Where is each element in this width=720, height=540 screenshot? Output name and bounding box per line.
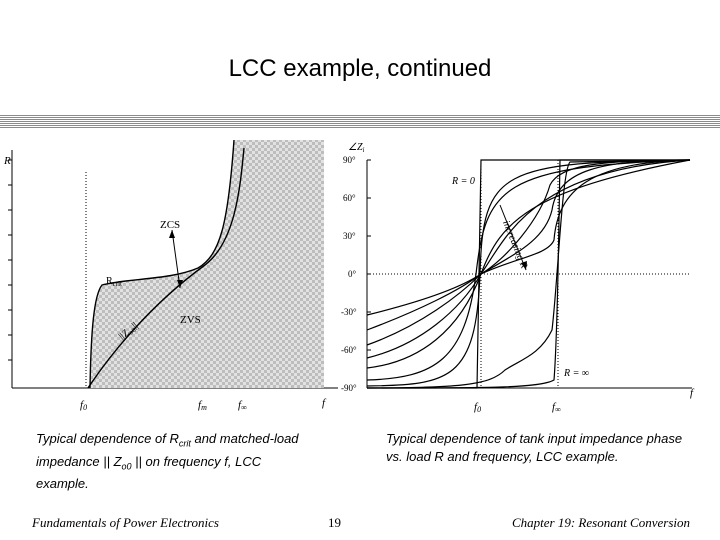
- right-x-axis-label: f: [690, 387, 695, 399]
- phase-curves: [366, 159, 691, 389]
- footer-chapter: Chapter 19: Resonant Conversion: [511, 515, 690, 530]
- right-y-axis-label: ∠Zi: [348, 142, 365, 154]
- zo0-curve: [87, 147, 245, 389]
- right-y-tick: 60°: [343, 193, 356, 203]
- r-zero-label: R = 0: [451, 176, 475, 187]
- right-y-tick: 0°: [348, 269, 357, 279]
- tick-f0: f0: [80, 399, 87, 412]
- tick-finf: f∞: [552, 401, 561, 414]
- right-y-tick: 30°: [343, 231, 356, 241]
- right-y-tick: -90°: [341, 383, 357, 393]
- rcrit-label: Rcrit: [106, 276, 122, 288]
- left-figure-plot: R f ZCS ZVS Rcrit ||Zo0|| f0 fm f∞: [3, 139, 338, 412]
- zcs-label: ZCS: [160, 219, 180, 231]
- right-figure-caption: Typical dependence of tank input impedan…: [386, 431, 683, 464]
- zo0-label: ||Zo0||: [117, 320, 141, 343]
- right-y-tick: 90°: [343, 155, 356, 165]
- zvs-label: ZVS: [180, 314, 201, 326]
- right-y-tick: -30°: [341, 307, 357, 317]
- title-divider: [0, 114, 720, 128]
- left-x-axis-label: f: [322, 397, 327, 409]
- tick-fm: fm: [198, 399, 207, 412]
- tick-finf: f∞: [238, 399, 247, 412]
- slide-title: LCC example, continued: [228, 55, 492, 82]
- footer-page-number: 19: [328, 515, 341, 530]
- right-y-tick: -60°: [341, 345, 357, 355]
- rcrit-curve: [89, 139, 235, 389]
- footer-book-title: Fundamentals of Power Electronics: [32, 515, 219, 530]
- left-figure-caption: Typical dependence of Rcrit and matched-…: [36, 431, 299, 492]
- tick-f0: f0: [474, 401, 481, 414]
- left-y-axis-label: R: [3, 155, 11, 167]
- right-figure-plot: 90° 60° 30° 0° -30° -60° -90° ∠Zi f incr…: [341, 142, 695, 414]
- r-inf-label: R = ∞: [563, 368, 589, 379]
